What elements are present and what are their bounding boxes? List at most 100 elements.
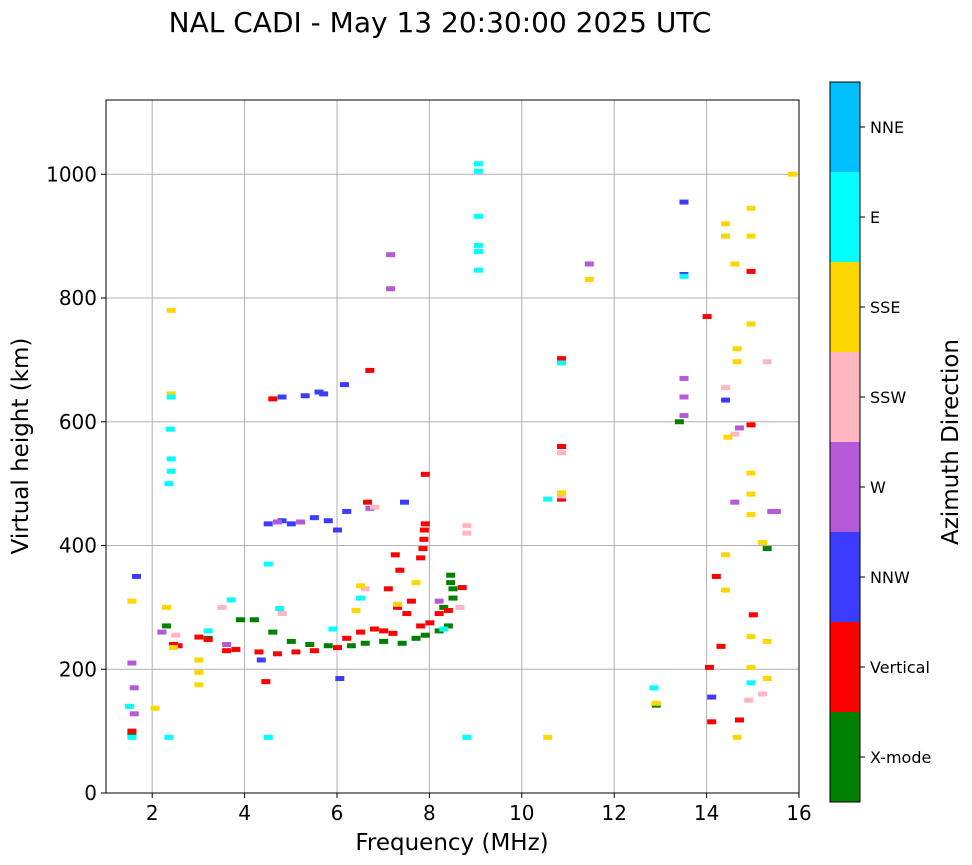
data-point: [383, 586, 393, 592]
data-point: [379, 628, 389, 634]
data-point: [448, 595, 458, 601]
y-tick-label: 1000: [46, 162, 97, 186]
data-point: [328, 626, 338, 632]
data-point: [346, 643, 356, 649]
data-point: [721, 587, 731, 593]
data-point: [263, 734, 273, 740]
data-point: [473, 267, 483, 273]
data-point: [732, 734, 742, 740]
colorbar-tick-label: W: [870, 478, 886, 497]
data-point: [272, 519, 282, 525]
data-point: [342, 635, 352, 641]
data-point: [707, 694, 717, 700]
colorbar-segment: [830, 442, 860, 532]
data-point: [462, 523, 472, 529]
data-point: [390, 552, 400, 558]
x-tick-label: 8: [423, 801, 436, 825]
data-point: [194, 669, 204, 675]
data-point: [166, 391, 176, 397]
data-point: [730, 431, 740, 437]
data-point: [473, 249, 483, 255]
data-point: [462, 734, 472, 740]
data-point: [746, 633, 756, 639]
data-point: [203, 637, 213, 643]
data-point: [356, 629, 366, 635]
data-point: [125, 703, 135, 709]
data-point: [319, 391, 329, 397]
data-point: [473, 161, 483, 167]
data-point: [746, 233, 756, 239]
data-point: [473, 213, 483, 219]
data-point: [305, 642, 315, 647]
data-point: [457, 585, 467, 591]
data-point: [231, 646, 241, 652]
data-point: [395, 567, 405, 573]
data-point: [165, 426, 175, 432]
data-point: [730, 499, 740, 505]
data-point: [704, 664, 714, 670]
data-point: [386, 286, 396, 292]
y-tick-label: 800: [59, 286, 97, 310]
data-point: [166, 468, 176, 474]
x-tick-label: 2: [146, 801, 159, 825]
data-point: [557, 360, 567, 366]
data-point: [434, 628, 444, 634]
data-point: [746, 268, 756, 274]
y-axis-ticks: 0 200 400 600 800 1000: [46, 162, 106, 805]
data-point: [732, 346, 742, 352]
colorbar-segment: [830, 352, 860, 442]
data-point: [543, 496, 553, 502]
data-point: [268, 629, 278, 635]
data-point: [309, 648, 319, 654]
data-point: [420, 632, 430, 638]
data-point: [758, 539, 768, 545]
plot-frame: [105, 99, 800, 794]
x-tick-label: 4: [238, 801, 251, 825]
data-point: [557, 444, 567, 449]
colorbar-frame: [829, 81, 861, 803]
data-point: [762, 359, 772, 365]
data-point: [393, 601, 403, 607]
data-point: [584, 276, 594, 282]
data-point: [679, 273, 689, 279]
data-point: [217, 604, 227, 610]
data-point: [788, 171, 798, 177]
data-point: [254, 649, 264, 655]
data-point: [473, 168, 483, 174]
data-point: [356, 583, 366, 589]
x-tick-label: 6: [331, 801, 344, 825]
data-point: [129, 711, 139, 717]
data-point: [434, 598, 444, 604]
data-point: [164, 481, 174, 487]
data-point: [557, 493, 567, 499]
y-tick-label: 0: [84, 781, 97, 805]
data-point: [369, 504, 379, 510]
data-point: [162, 623, 172, 629]
data-point: [356, 595, 366, 601]
data-point: [411, 635, 421, 641]
data-point: [127, 734, 137, 740]
data-point: [335, 676, 345, 682]
data-point: [716, 643, 726, 649]
colorbar-segment: [830, 712, 860, 802]
series-e: [125, 161, 756, 740]
data-point: [365, 505, 375, 511]
data-point: [557, 356, 567, 362]
data-point: [342, 508, 352, 514]
data-point: [748, 612, 758, 618]
data-point: [235, 617, 245, 623]
data-point: [127, 660, 137, 666]
data-point: [277, 394, 287, 400]
data-point: [446, 580, 456, 586]
x-tick-label: 12: [601, 801, 626, 825]
data-point: [418, 546, 428, 552]
data-point: [277, 518, 287, 524]
data-point: [323, 643, 333, 649]
colorbar-segment: [830, 622, 860, 712]
data-point: [746, 205, 756, 211]
data-point: [446, 572, 456, 578]
data-point: [734, 425, 744, 431]
data-point: [351, 607, 361, 613]
data-point: [557, 496, 567, 502]
data-point: [166, 307, 176, 313]
